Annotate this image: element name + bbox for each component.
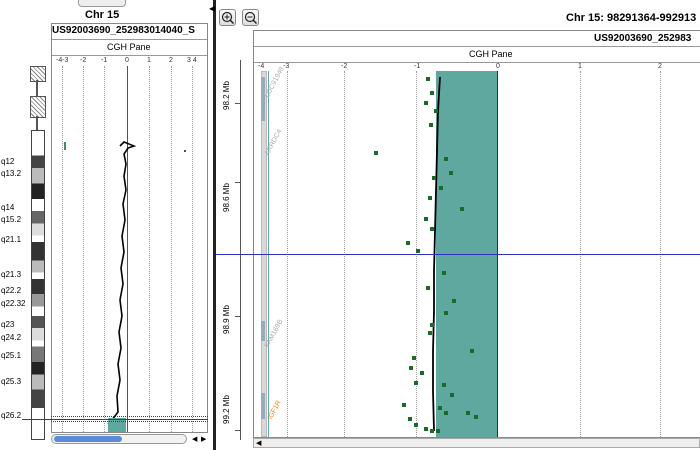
scroll-right-arrow-icon[interactable]: ▶ [201,436,207,443]
left-cgh-pane[interactable]: US92003690_252983014040_S CGH Pane -4-3 … [51,23,208,433]
left-panel: Chr 15 q12 q13.2 q14 q15.2 q21.1 q21.3 q… [0,0,212,450]
band-label: q26.2 [1,411,22,420]
chromosome-ideogram[interactable] [28,66,48,440]
zoom-in-button[interactable] [219,9,236,26]
axis-tick: 2 [658,63,662,70]
axis-tick: -1 [101,57,108,64]
y-tick-label: 98.6 Mb [222,183,231,212]
right-cursor-line [216,254,700,255]
band-label: q22.32 [1,299,26,308]
axis-tick: 1 [147,57,151,64]
axis-tick: 3 4 [187,57,197,64]
left-chromosome-title: Chr 15 [85,9,120,21]
band-label: q24.2 [1,333,22,342]
axis-tick: -1 [414,63,421,70]
right-horizontal-scrollbar[interactable]: ◀ [253,438,700,448]
band-label: q25.3 [1,377,22,386]
band-label: q15.2 [1,215,22,224]
gene-marker[interactable] [261,77,265,121]
band-label: q22.2 [1,286,22,295]
panel-divider[interactable] [213,0,216,450]
right-cgh-pane[interactable]: US92003690_252983 CGH Pane -4 -3 -2 -1 0… [253,30,700,438]
scroll-left-arrow-icon[interactable]: ◀ [256,440,262,447]
axis-tick: -4 [258,63,265,70]
band-label: q25.1 [1,351,22,360]
y-tick-label: 99.2 Mb [222,395,231,424]
zoom-out-icon [244,11,258,25]
left-profile-line [64,141,186,432]
axis-tick: -4-3 [56,57,69,64]
left-pane-title: CGH Pane [107,42,151,52]
left-cursor-range [51,416,208,422]
band-label: q13.2 [1,169,22,178]
band-label: q21.3 [1,270,22,279]
gene-marker[interactable] [261,393,265,419]
right-profile-plot [432,76,441,432]
scroll-left-arrow-icon[interactable]: ◀ [192,436,198,443]
band-label: q14 [1,203,15,212]
y-tick-label: 98.2 Mb [222,81,231,110]
zoom-out-button[interactable] [242,9,259,26]
axis-tick: 1 [578,63,582,70]
band-label: q21.1 [1,235,22,244]
left-horizontal-scrollbar[interactable] [51,434,187,444]
axis-tick: 0 [125,57,129,64]
left-cursor-line [22,419,208,420]
right-sample-title: US92003690_252983 [594,33,692,44]
axis-tick: -2 [341,63,348,70]
scroll-thumb[interactable] [54,436,122,442]
left-title-tab [78,0,126,7]
region-title: Chr 15: 98291364-992913 [566,12,697,24]
y-tick-label: 98.9 Mb [222,305,231,334]
gene-marker[interactable] [261,321,265,341]
axis-tick: 2 [169,57,173,64]
band-label: q12 [1,157,15,166]
axis-tick: -2 [80,57,87,64]
band-label: q23 [1,320,15,329]
right-pane-title: CGH Pane [469,49,513,59]
zoom-in-icon [221,11,235,25]
left-sample-title: US92003690_252983014040_S [52,25,195,36]
divider-arrow-icon[interactable]: ◀ [209,4,216,13]
axis-tick: -3 [283,63,290,70]
axis-tick: 0 [496,63,500,70]
